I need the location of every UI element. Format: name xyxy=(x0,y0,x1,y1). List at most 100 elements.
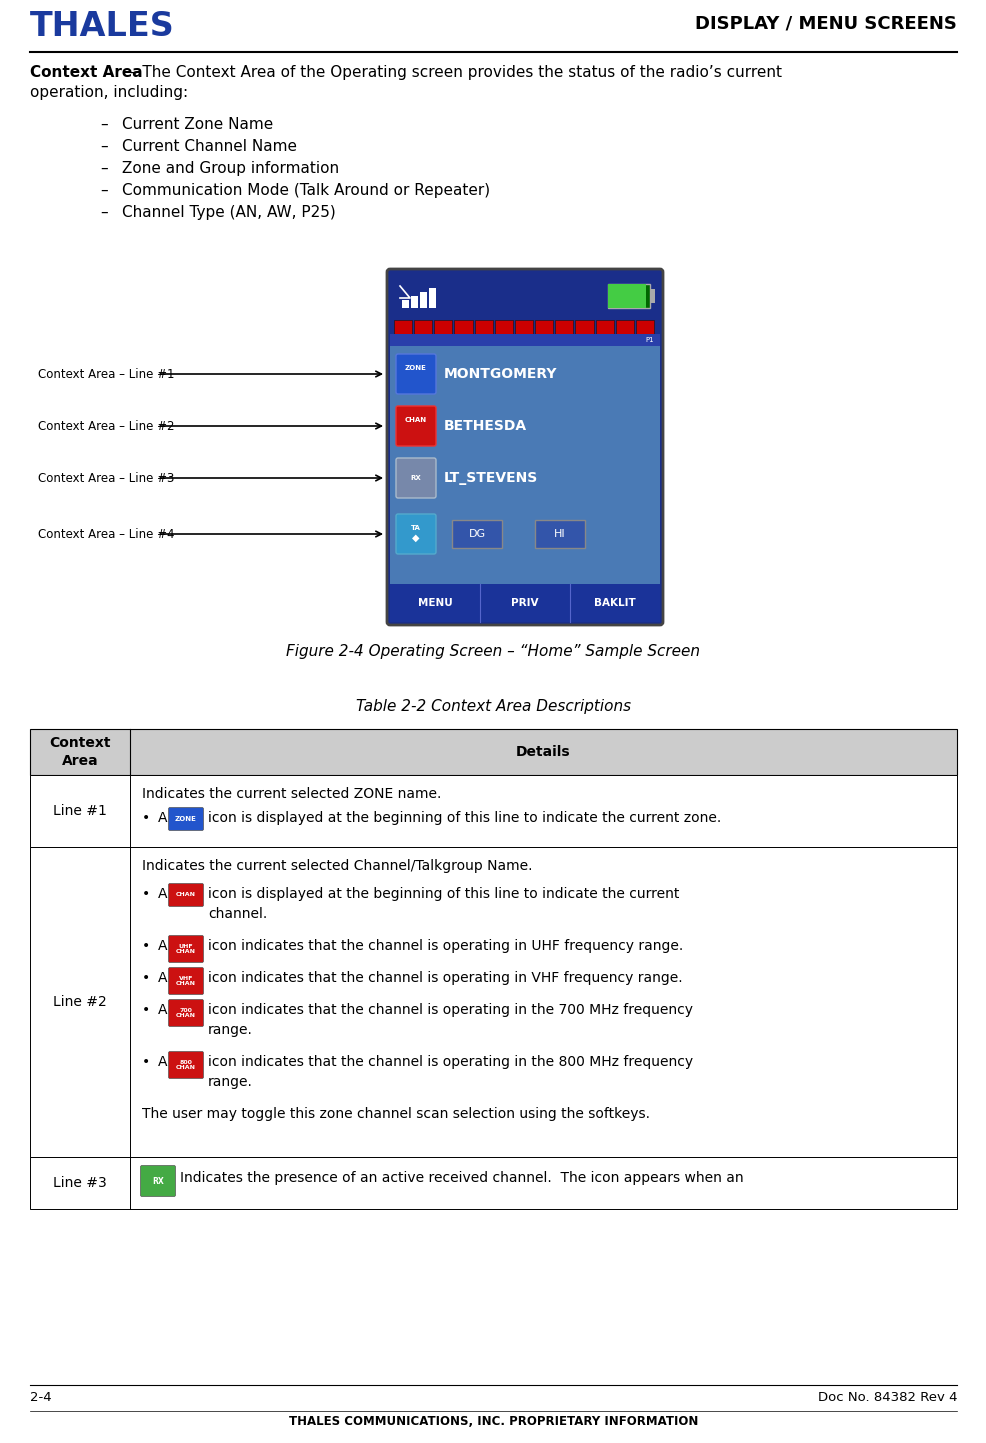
Text: range.: range. xyxy=(208,1023,252,1038)
Text: BETHESDA: BETHESDA xyxy=(444,418,527,433)
Text: RX: RX xyxy=(152,1176,164,1186)
Text: A: A xyxy=(158,1055,168,1069)
Text: A: A xyxy=(158,887,168,900)
Text: Zone and Group information: Zone and Group information xyxy=(122,162,339,176)
Text: •: • xyxy=(142,971,150,986)
Text: Context Area – Line #4: Context Area – Line #4 xyxy=(38,528,175,541)
Text: channel.: channel. xyxy=(208,908,267,921)
Text: Context Area: Context Area xyxy=(30,65,143,79)
Text: A: A xyxy=(158,1003,168,1017)
Text: CHAN: CHAN xyxy=(404,417,427,423)
FancyBboxPatch shape xyxy=(169,808,203,831)
Bar xyxy=(534,320,553,333)
Text: Communication Mode (Talk Around or Repeater): Communication Mode (Talk Around or Repea… xyxy=(122,183,490,198)
Text: DG: DG xyxy=(468,530,485,540)
Text: ◆: ◆ xyxy=(412,532,419,543)
Text: icon indicates that the channel is operating in the 700 MHz frequency: icon indicates that the channel is opera… xyxy=(208,1003,692,1017)
Bar xyxy=(429,289,436,307)
Text: Details: Details xyxy=(516,745,570,759)
FancyBboxPatch shape xyxy=(395,354,436,394)
Bar xyxy=(650,289,655,303)
Text: –: – xyxy=(100,183,107,198)
Text: 2-4: 2-4 xyxy=(30,1391,51,1404)
Text: •: • xyxy=(142,1055,150,1069)
Text: icon is displayed at the beginning of this line to indicate the current zone.: icon is displayed at the beginning of th… xyxy=(208,811,721,825)
Text: Context Area – Line #3: Context Area – Line #3 xyxy=(38,472,175,485)
Text: •: • xyxy=(142,939,150,952)
Text: Indicates the current selected ZONE name.: Indicates the current selected ZONE name… xyxy=(142,786,441,801)
Text: TA: TA xyxy=(410,525,420,531)
Text: LT_STEVENS: LT_STEVENS xyxy=(444,470,537,485)
Bar xyxy=(410,296,418,307)
Text: operation, including:: operation, including: xyxy=(30,85,188,100)
Text: UHF
CHAN: UHF CHAN xyxy=(176,944,196,954)
Text: icon indicates that the channel is operating in VHF frequency range.: icon indicates that the channel is opera… xyxy=(208,971,682,986)
Bar xyxy=(414,320,432,333)
Bar xyxy=(474,320,492,333)
FancyBboxPatch shape xyxy=(395,405,436,446)
FancyBboxPatch shape xyxy=(169,967,203,994)
Text: –: – xyxy=(100,117,107,131)
Text: –: – xyxy=(100,139,107,154)
Bar xyxy=(534,519,585,548)
Text: P1: P1 xyxy=(645,338,654,343)
Text: RX: RX xyxy=(410,475,421,481)
Text: Line #3: Line #3 xyxy=(53,1176,106,1190)
Bar xyxy=(434,320,452,333)
Bar xyxy=(389,584,660,622)
Text: Current Channel Name: Current Channel Name xyxy=(122,139,297,154)
Text: DISPLAY / MENU SCREENS: DISPLAY / MENU SCREENS xyxy=(694,14,956,32)
Text: VHF
CHAN: VHF CHAN xyxy=(176,975,196,986)
Bar xyxy=(393,320,412,333)
Text: 700
CHAN: 700 CHAN xyxy=(176,1007,196,1019)
Bar xyxy=(515,320,532,333)
Bar xyxy=(607,284,646,307)
Bar xyxy=(494,320,513,333)
FancyBboxPatch shape xyxy=(395,514,436,554)
Text: BAKLIT: BAKLIT xyxy=(594,597,635,608)
Text: A: A xyxy=(158,971,168,986)
Bar xyxy=(452,519,502,548)
Text: Indicates the presence of an active received channel.  The icon appears when an: Indicates the presence of an active rece… xyxy=(179,1172,742,1185)
Text: MENU: MENU xyxy=(417,597,452,608)
Text: Line #1: Line #1 xyxy=(53,804,106,818)
Bar xyxy=(389,346,660,584)
Text: icon indicates that the channel is operating in UHF frequency range.: icon indicates that the channel is opera… xyxy=(208,939,682,952)
Text: Line #2: Line #2 xyxy=(53,996,106,1009)
Text: Context
Area: Context Area xyxy=(49,736,110,768)
Text: •: • xyxy=(142,811,150,825)
Bar xyxy=(389,271,660,320)
Text: ZONE: ZONE xyxy=(404,365,427,371)
Bar xyxy=(635,320,654,333)
Text: – The Context Area of the Operating screen provides the status of the radio’s cu: – The Context Area of the Operating scre… xyxy=(125,65,781,79)
FancyBboxPatch shape xyxy=(169,883,203,906)
Text: –: – xyxy=(100,162,107,176)
Bar xyxy=(401,300,408,307)
FancyBboxPatch shape xyxy=(140,1166,176,1196)
Text: –: – xyxy=(100,205,107,219)
Bar xyxy=(420,291,427,307)
Bar xyxy=(30,847,956,1157)
Text: Context Area – Line #1: Context Area – Line #1 xyxy=(38,368,175,381)
Bar xyxy=(30,1157,956,1209)
Text: Table 2-2 Context Area Descriptions: Table 2-2 Context Area Descriptions xyxy=(356,698,630,714)
Text: HI: HI xyxy=(553,530,565,540)
Text: Indicates the current selected Channel/Talkgroup Name.: Indicates the current selected Channel/T… xyxy=(142,859,532,873)
Text: THALES COMMUNICATIONS, INC. PROPRIETARY INFORMATION: THALES COMMUNICATIONS, INC. PROPRIETARY … xyxy=(289,1416,697,1429)
Bar xyxy=(389,333,660,346)
Text: Figure 2-4 Operating Screen – “Home” Sample Screen: Figure 2-4 Operating Screen – “Home” Sam… xyxy=(286,644,700,659)
Text: •: • xyxy=(142,1003,150,1017)
Text: MONTGOMERY: MONTGOMERY xyxy=(444,367,557,381)
Text: CHAN: CHAN xyxy=(176,893,196,898)
FancyBboxPatch shape xyxy=(395,457,436,498)
Text: range.: range. xyxy=(208,1075,252,1089)
Text: A: A xyxy=(158,939,168,952)
Text: THALES: THALES xyxy=(30,10,175,43)
Bar xyxy=(555,320,573,333)
Text: Context Area – Line #2: Context Area – Line #2 xyxy=(38,420,175,433)
Text: The user may toggle this zone channel scan selection using the softkeys.: The user may toggle this zone channel sc… xyxy=(142,1107,650,1121)
Bar xyxy=(607,284,650,307)
FancyBboxPatch shape xyxy=(169,1052,203,1078)
Text: Channel Type (AN, AW, P25): Channel Type (AN, AW, P25) xyxy=(122,205,335,219)
FancyBboxPatch shape xyxy=(169,1000,203,1026)
